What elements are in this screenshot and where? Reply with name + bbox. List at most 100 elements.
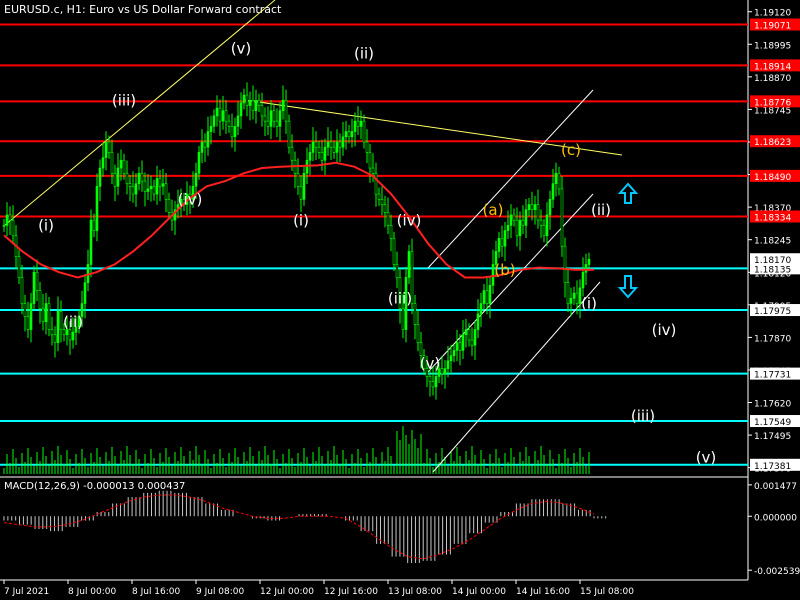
candle-body xyxy=(527,204,531,211)
resistance-tag xyxy=(750,18,800,31)
candle-body xyxy=(65,329,69,336)
candle-body xyxy=(344,131,348,138)
candle-body xyxy=(431,381,435,388)
candle-body xyxy=(521,219,525,226)
candle-body xyxy=(461,334,465,351)
price-tick-label: 1.18370 xyxy=(754,204,791,214)
channel-lower xyxy=(432,281,601,473)
candle-body xyxy=(23,303,27,317)
price-tick-label: 1.17620 xyxy=(754,400,791,410)
price-tick-label: 1.18995 xyxy=(754,41,791,51)
candle-body xyxy=(326,141,330,148)
wave-label-text: (ii) xyxy=(63,313,83,331)
candle-body xyxy=(488,284,492,304)
wave-label-text: (iv) xyxy=(652,321,677,339)
wave-label: (ii) xyxy=(63,313,83,331)
support-tag-label: 1.17975 xyxy=(754,307,791,317)
candle-body xyxy=(578,287,582,304)
candle-body xyxy=(35,271,39,291)
candle-body xyxy=(302,172,306,200)
candle-body xyxy=(278,110,282,127)
candle-body xyxy=(359,120,363,127)
wave-label: (c) xyxy=(561,141,581,159)
candle-body xyxy=(296,172,300,187)
candle-body xyxy=(395,264,399,278)
wave-label: (iv) xyxy=(397,211,422,229)
candle-body xyxy=(482,290,486,304)
candle-body xyxy=(362,120,366,143)
candle-body xyxy=(275,120,279,127)
wave-label-text: (v) xyxy=(696,448,717,466)
candle-body xyxy=(140,172,144,182)
candle-body xyxy=(17,256,21,278)
arrow-up-icon xyxy=(617,182,639,204)
candle-body xyxy=(218,107,222,122)
candle-body xyxy=(584,264,588,273)
candle-body xyxy=(83,282,87,304)
candle-body xyxy=(5,214,9,226)
wave-label-text: (iii) xyxy=(388,290,412,308)
candle-body xyxy=(20,277,24,304)
candle-body xyxy=(236,115,240,127)
candle-body xyxy=(572,292,576,299)
candle-body xyxy=(281,100,285,112)
candle-body xyxy=(530,204,534,211)
candle-body xyxy=(230,126,234,138)
candle-body xyxy=(80,303,84,317)
channel-mid xyxy=(427,193,594,373)
candle-body xyxy=(221,110,225,122)
wave-label-text: (iv) xyxy=(178,191,203,209)
time-tick-label: 9 Jul 08:00 xyxy=(196,587,245,597)
candle-body xyxy=(353,120,357,132)
macd-tick-label: -0.002539 xyxy=(754,567,800,577)
candle-body xyxy=(245,94,249,106)
wave-label-text: (ii) xyxy=(591,201,611,219)
candle-body xyxy=(146,188,150,192)
resistance-tag xyxy=(750,169,800,182)
wave-label-text: (iv) xyxy=(397,211,422,229)
wave-label: (i) xyxy=(38,217,54,235)
candle-body xyxy=(341,136,345,148)
candle-body xyxy=(77,316,81,328)
candle-body xyxy=(179,199,183,205)
candle-body xyxy=(491,264,495,286)
current-price-label: 1.18170 xyxy=(754,256,791,266)
candle-body xyxy=(242,94,246,104)
candle-body xyxy=(470,339,474,346)
candle-body xyxy=(173,209,177,221)
wave-label-text: (v) xyxy=(420,355,441,373)
candle-body xyxy=(56,311,60,343)
candle-body xyxy=(560,188,564,247)
candle-body xyxy=(542,225,546,237)
candle-body xyxy=(62,329,66,336)
time-tick-label: 8 Jul 00:00 xyxy=(68,587,117,597)
wave-label-text: (iii) xyxy=(112,92,136,110)
price-tick-label: 1.18870 xyxy=(754,74,791,84)
candle-body xyxy=(290,146,294,161)
candle-body xyxy=(203,141,207,148)
candle-body xyxy=(509,214,513,226)
candle-body xyxy=(551,183,555,200)
candle-body xyxy=(422,355,426,369)
price-tick-label: 1.19120 xyxy=(754,9,791,19)
resistance-tag-label: 1.18490 xyxy=(754,173,791,183)
trend-line-down xyxy=(244,99,623,156)
candle-body xyxy=(134,183,138,195)
candle-body xyxy=(380,199,384,205)
candle-body xyxy=(581,271,585,289)
candle-body xyxy=(569,298,573,304)
candle-body xyxy=(131,185,135,195)
wave-label: (ii) xyxy=(591,201,611,219)
arrow-down-shape xyxy=(617,275,639,299)
candle-body xyxy=(377,193,381,200)
candle-body xyxy=(95,185,99,231)
macd-title: MACD(12,26,9) -0.000013 0.000437 xyxy=(4,481,186,492)
candle-body xyxy=(314,141,318,148)
candle-body xyxy=(452,350,456,356)
candle-body xyxy=(455,342,459,351)
wave-label: (i) xyxy=(293,211,309,229)
candle-body xyxy=(29,303,33,330)
candle-body xyxy=(167,199,171,213)
candle-body xyxy=(437,368,441,377)
